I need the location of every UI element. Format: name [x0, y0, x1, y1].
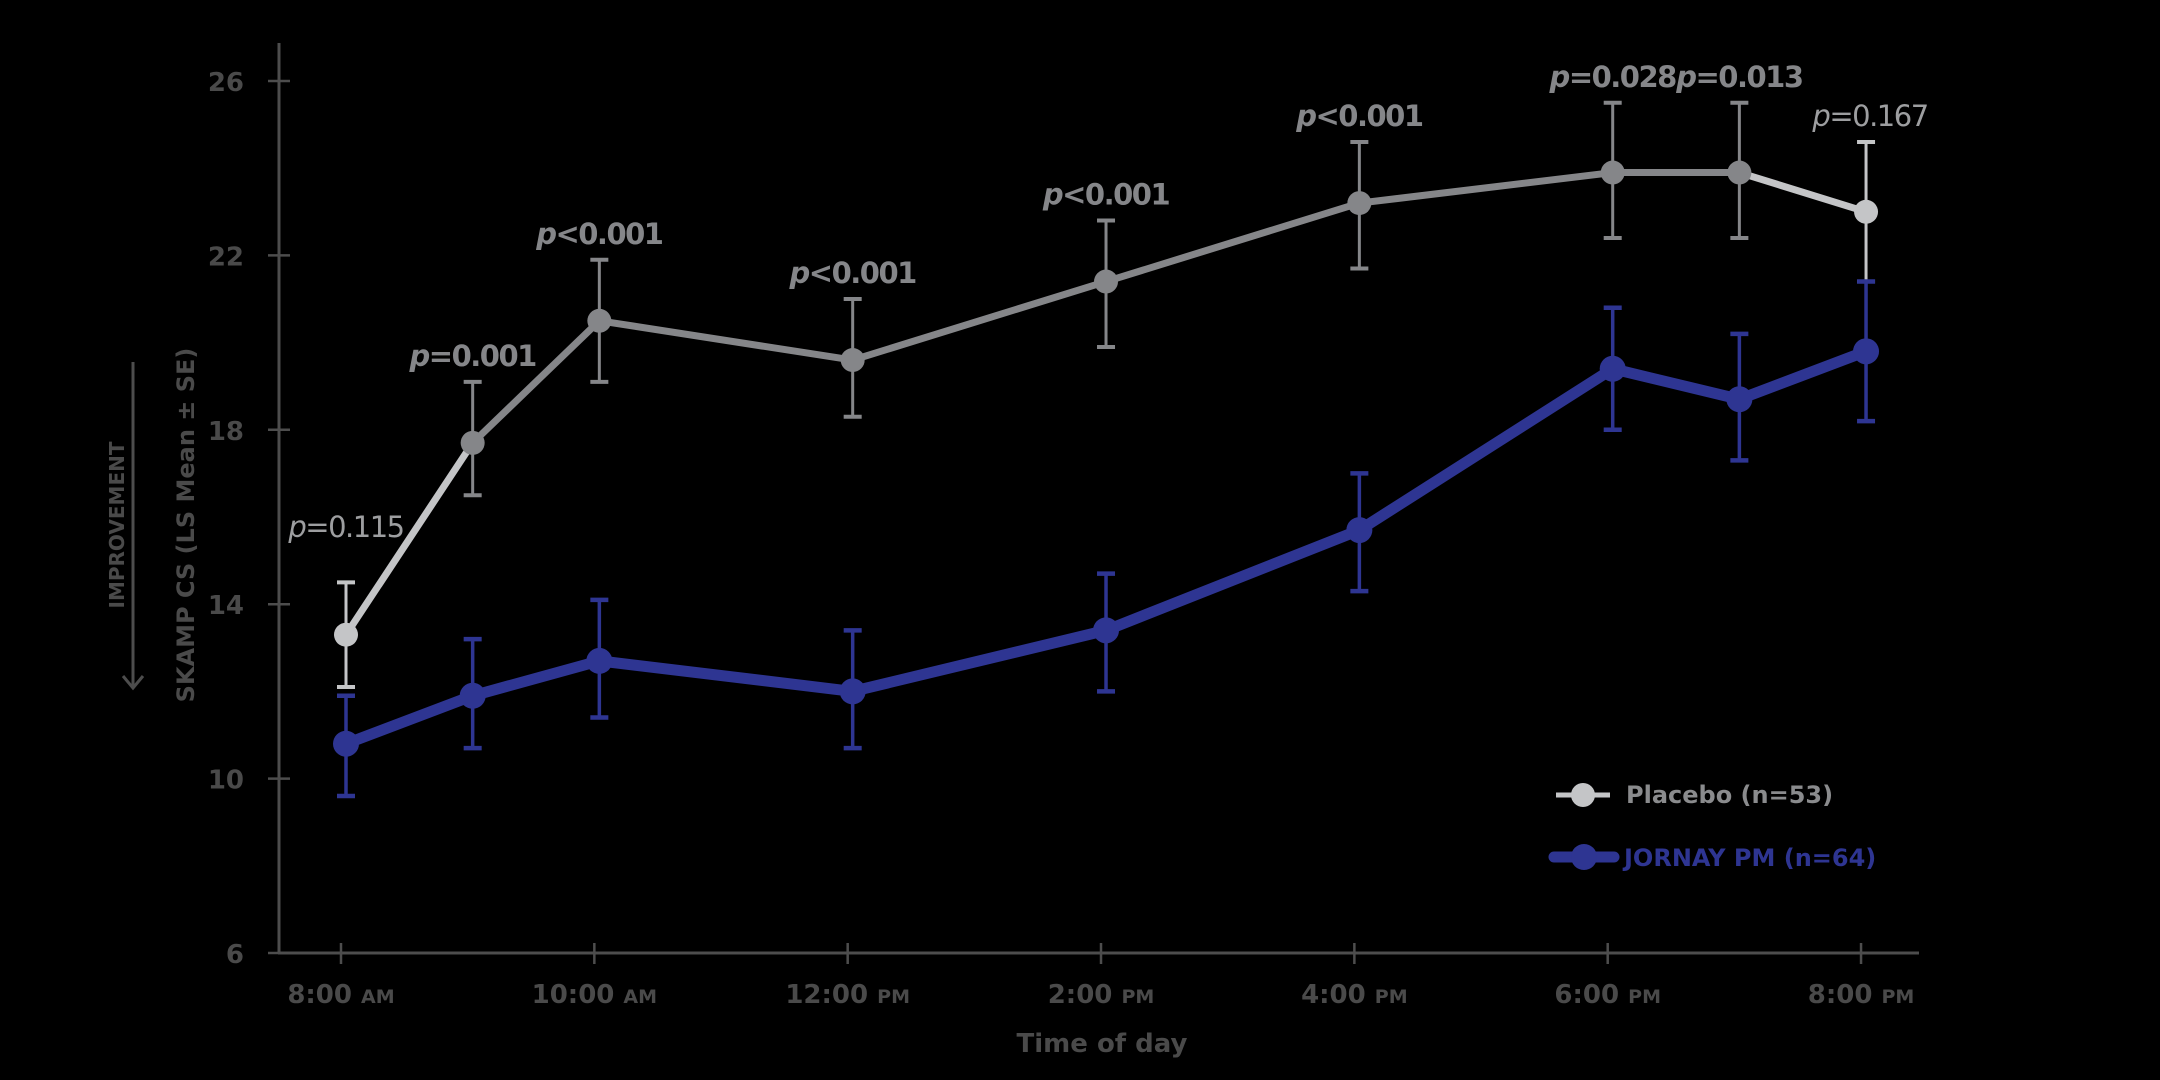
x-tick-label: 10:00 AM	[532, 980, 657, 1010]
legend-label-jornay-pm: JORNAY PM (n=64)	[1622, 844, 1876, 872]
data-point	[1726, 386, 1753, 413]
x-tick-label: 6:00 PM	[1554, 980, 1661, 1010]
series-line-segment	[847, 624, 1112, 697]
series-line-segment	[340, 690, 479, 750]
legend-marker-jornay-icon	[1571, 844, 1597, 870]
legend-marker-placebo-icon	[1571, 783, 1595, 807]
data-point	[1854, 199, 1879, 224]
legend: Placebo (n=53) JORNAY PM (n=64)	[1548, 781, 1876, 872]
series-line-segment	[849, 278, 1110, 364]
p-value-label: p<0.001	[1295, 99, 1423, 133]
p-value-label: p<0.001	[535, 217, 663, 251]
legend-label-placebo: Placebo (n=53)	[1626, 781, 1833, 809]
p-value-label: p=0.001	[409, 339, 537, 373]
data-point	[840, 348, 865, 373]
data-point	[1599, 355, 1626, 382]
p-value-label: p=0.028	[1549, 60, 1677, 94]
y-axis-title: SKAMP CS (LS Mean ± SE)	[172, 348, 200, 703]
x-axis: 8:00 AM 10:00 AM 12:00 PM 2:00 PM 4:00 PM 6:0…	[278, 943, 1919, 1010]
y-tick-label: 22	[208, 242, 244, 272]
y-tick-label: 18	[208, 417, 244, 447]
x-tick-label: 2:00 PM	[1048, 980, 1155, 1010]
data-point	[586, 647, 613, 674]
data-point	[1600, 160, 1625, 185]
data-point	[459, 682, 486, 709]
legend-item-jornay-pm: JORNAY PM (n=64)	[1548, 844, 1876, 872]
series-line-segment	[1102, 199, 1363, 286]
x-tick-label: 4:00 PM	[1301, 980, 1408, 1010]
p-value-label: p=0.013	[1675, 60, 1802, 94]
series-line-segment	[342, 439, 477, 639]
series-line-segment	[1607, 363, 1745, 405]
x-axis-title: Time of day	[1017, 1029, 1188, 1059]
data-point	[1853, 338, 1880, 365]
data-point	[587, 308, 612, 333]
p-value-label: p=0.167	[1811, 99, 1927, 133]
series-line-segment	[469, 317, 603, 447]
p-value-annotations: p=0.115 p=0.001 p<0.001 p<0.001 p<0.001 p<0.0…	[287, 60, 1929, 544]
series-jornay-pm	[333, 279, 1880, 799]
p-value-label: p<0.001	[789, 256, 917, 290]
y-ticks: 6 10 14 18 22 26	[208, 68, 290, 970]
improvement-arrow-icon	[121, 362, 145, 691]
y-tick-label: 14	[208, 591, 244, 621]
y-axis-annotation: IMPROVEMENT	[105, 441, 129, 608]
y-tick-label: 26	[208, 68, 244, 98]
data-point	[1347, 191, 1372, 216]
data-point	[1094, 269, 1119, 294]
data-point	[460, 430, 485, 455]
series-line-segment	[1355, 169, 1617, 207]
legend-item-placebo: Placebo (n=53)	[1556, 781, 1833, 809]
data-point	[334, 622, 358, 647]
series-line-segment	[467, 655, 605, 702]
data-point	[1346, 517, 1373, 544]
x-tick-label: 12:00 PM	[785, 980, 910, 1010]
data-point	[839, 678, 866, 705]
y-axis: 6 10 14 18 22 26	[208, 43, 290, 970]
series-line-segment	[1353, 363, 1619, 536]
series-placebo	[334, 100, 1879, 690]
data-point	[333, 730, 359, 757]
y-tick-label: 10	[208, 766, 244, 796]
series-line-segment	[595, 317, 857, 364]
series-line-segment	[1100, 524, 1365, 636]
data-point	[1727, 160, 1752, 185]
y-tick-label: 6	[226, 940, 244, 970]
p-value-label: p<0.001	[1042, 178, 1170, 212]
x-tick-label: 8:00 PM	[1808, 980, 1915, 1010]
series-line-segment	[593, 655, 859, 697]
x-tick-label: 8:00 AM	[287, 980, 394, 1010]
series-line-segment	[1735, 169, 1870, 216]
data-point	[1093, 617, 1120, 644]
series-line-segment	[1733, 345, 1872, 405]
p-value-label: p=0.115	[287, 510, 403, 544]
x-ticks: 8:00 AM 10:00 AM 12:00 PM 2:00 PM 4:00 PM 6:0…	[287, 943, 1914, 1010]
